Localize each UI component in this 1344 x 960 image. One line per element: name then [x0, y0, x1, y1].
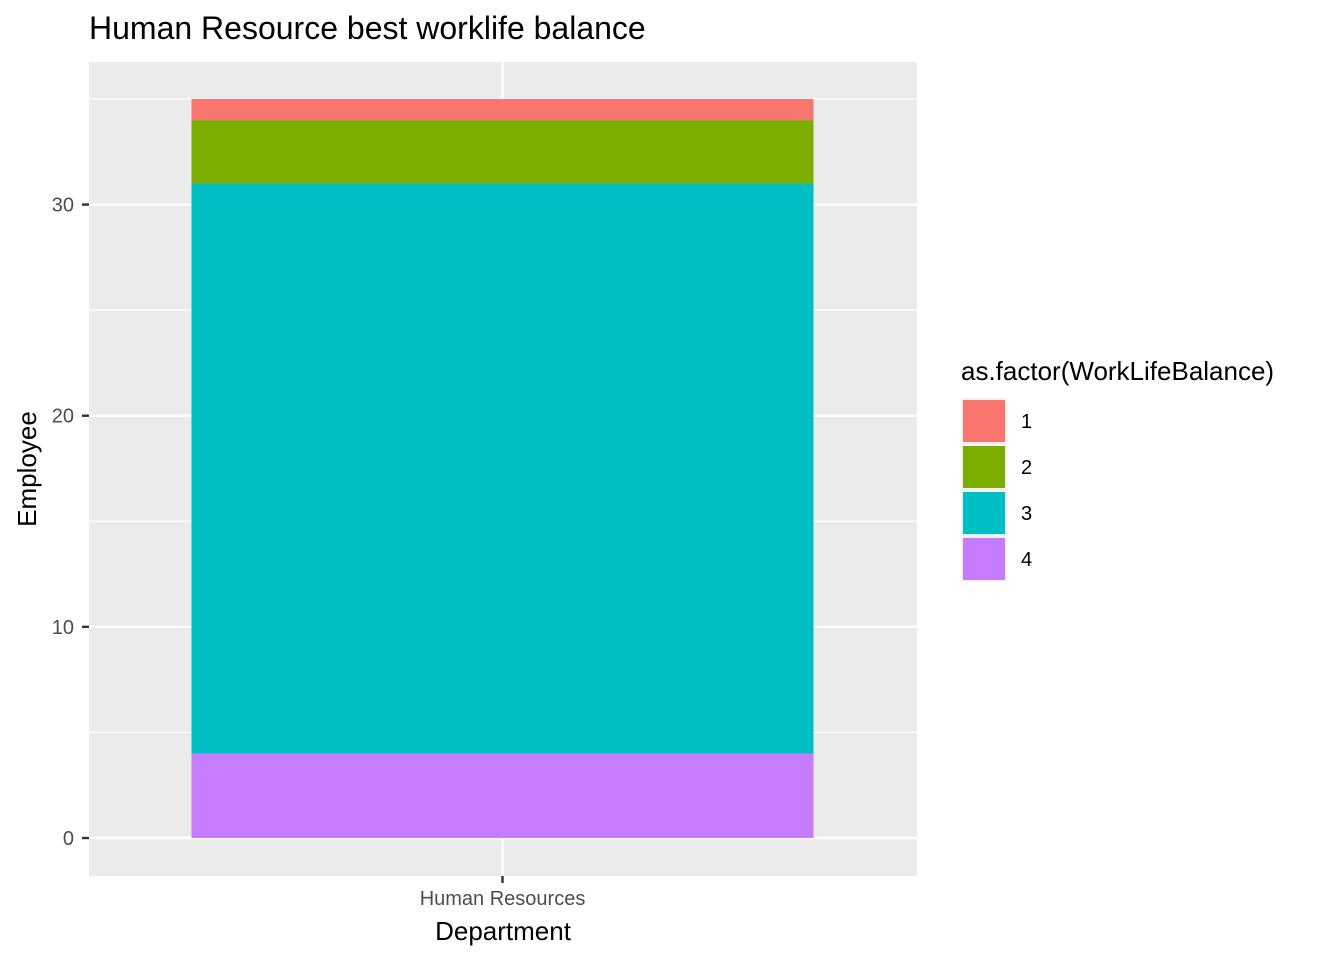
- y-tick-label: 0: [63, 828, 74, 850]
- y-axis-title: Employee: [12, 411, 42, 527]
- y-tick-label: 10: [52, 617, 74, 639]
- legend-swatch-2: [963, 446, 1005, 488]
- x-axis-title: Department: [435, 916, 572, 946]
- legend-label: 1: [1021, 411, 1032, 433]
- bar-segment-2: [191, 120, 814, 184]
- legend-swatch-4: [963, 538, 1005, 580]
- y-axis: 0 10 20 30: [52, 195, 89, 850]
- legend-label: 4: [1021, 549, 1032, 571]
- y-tick-label: 30: [52, 195, 74, 217]
- bar-segment-4: [191, 753, 814, 838]
- legend-swatch-1: [963, 400, 1005, 442]
- y-tick-label: 20: [52, 406, 74, 428]
- bar-segment-3: [191, 183, 814, 754]
- legend-items: 1 2 3 4: [961, 398, 1032, 582]
- legend-swatch-3: [963, 492, 1005, 534]
- x-axis: Human Resources: [420, 876, 586, 910]
- stacked-bars: [191, 99, 814, 838]
- legend-title: as.factor(WorkLifeBalance): [961, 356, 1274, 386]
- x-tick-label: Human Resources: [420, 888, 586, 910]
- bar-segment-1: [191, 99, 814, 121]
- chart-title: Human Resource best worklife balance: [89, 10, 646, 46]
- legend-label: 2: [1021, 457, 1032, 479]
- legend: as.factor(WorkLifeBalance) 1 2 3 4: [961, 356, 1274, 582]
- legend-label: 3: [1021, 503, 1032, 525]
